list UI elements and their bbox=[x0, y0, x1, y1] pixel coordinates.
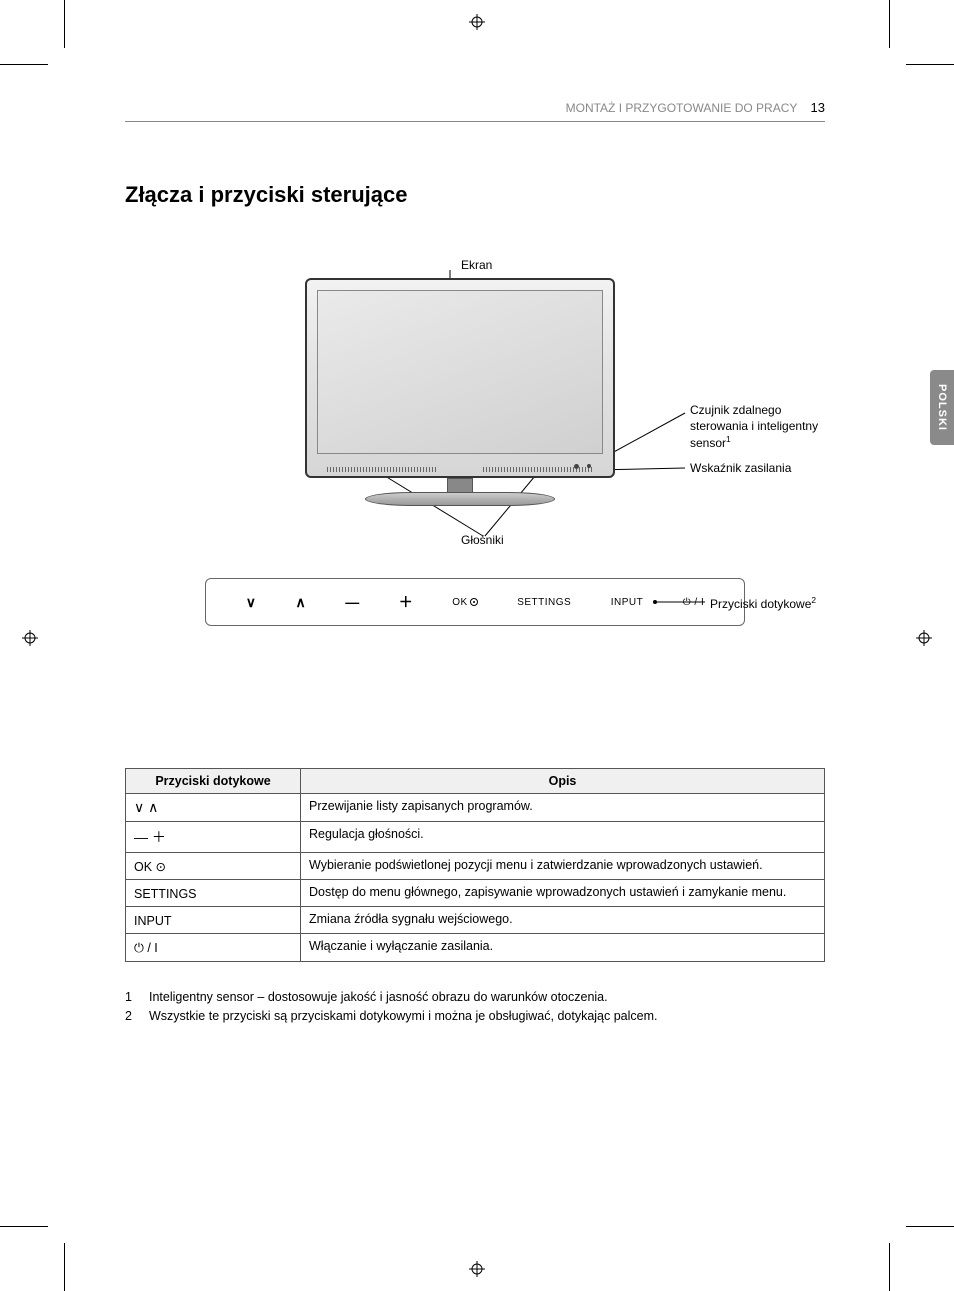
footnote: 1 Inteligentny sensor – dostosowuje jako… bbox=[125, 988, 825, 1007]
button-panel: ∨ ∧ — ＋ OK SETTINGS INPUT ⏻ / I bbox=[205, 578, 745, 626]
language-tab: POLSKI bbox=[930, 370, 954, 445]
btn-settings: SETTINGS bbox=[517, 597, 571, 608]
crop-mark bbox=[0, 64, 48, 65]
crop-mark bbox=[64, 1243, 65, 1291]
table-body: ∨ ∧ Przewijanie listy zapisanych program… bbox=[126, 794, 825, 962]
registration-mark bbox=[469, 1261, 485, 1277]
section-title: Złącza i przyciski sterujące bbox=[125, 182, 825, 208]
crop-mark bbox=[906, 1226, 954, 1227]
label-power-indicator: Wskaźnik zasilania bbox=[690, 461, 791, 477]
page-content: MONTAŻ I PRZYGOTOWANIE DO PRACY 13 Złącz… bbox=[125, 100, 825, 1026]
tv-sensor bbox=[574, 464, 579, 469]
table-row: OK ⊙ Wybieranie podświetlonej pozycji me… bbox=[126, 853, 825, 880]
footnotes: 1 Inteligentny sensor – dostosowuje jako… bbox=[125, 988, 825, 1026]
registration-mark bbox=[469, 14, 485, 30]
btn-down-icon: ∨ bbox=[246, 594, 256, 611]
label-speakers: Głośniki bbox=[461, 533, 504, 549]
touch-buttons-table: Przyciski dotykowe Opis ∨ ∧ Przewijanie … bbox=[125, 768, 825, 962]
label-touch-buttons: Przyciski dotykowe2 bbox=[710, 595, 816, 613]
table-row: SETTINGS Dostęp do menu głównego, zapisy… bbox=[126, 880, 825, 907]
crop-mark bbox=[0, 1226, 48, 1227]
crop-mark bbox=[906, 64, 954, 65]
table-header-col1: Przyciski dotykowe bbox=[126, 769, 301, 794]
table-header-col2: Opis bbox=[301, 769, 825, 794]
registration-mark bbox=[22, 630, 38, 646]
table-row: ∨ ∧ Przewijanie listy zapisanych program… bbox=[126, 794, 825, 822]
btn-minus-icon: — bbox=[345, 594, 359, 610]
tv-speaker-left bbox=[327, 467, 437, 472]
tv-screen bbox=[317, 290, 603, 454]
btn-input: INPUT bbox=[611, 597, 644, 608]
registration-mark bbox=[916, 630, 932, 646]
crop-mark bbox=[889, 0, 890, 48]
label-remote-sensor: Czujnik zdalnego sterowania i inteligent… bbox=[690, 403, 830, 452]
label-screen: Ekran bbox=[461, 258, 492, 274]
tv-diagram: Ekran Czujnik zdalnego sterowania i inte… bbox=[185, 258, 825, 648]
crop-mark bbox=[889, 1243, 890, 1291]
tv-power-led bbox=[587, 464, 591, 468]
page-number: 13 bbox=[811, 100, 825, 115]
table-row: INPUT Zmiana źródła sygnału wejściowego. bbox=[126, 907, 825, 934]
footnote: 2 Wszystkie te przyciski są przyciskami … bbox=[125, 1007, 825, 1026]
table-row: — ＋ Regulacja głośności. bbox=[126, 822, 825, 853]
running-header-text: MONTAŻ I PRZYGOTOWANIE DO PRACY bbox=[566, 101, 798, 115]
btn-ok: OK bbox=[452, 597, 477, 608]
ok-target-icon bbox=[470, 598, 478, 606]
btn-up-icon: ∧ bbox=[296, 594, 306, 611]
crop-mark bbox=[64, 0, 65, 48]
tv-body bbox=[305, 278, 615, 478]
btn-plus-icon: ＋ bbox=[399, 592, 413, 612]
btn-power: ⏻ / I bbox=[683, 597, 705, 608]
tv-stand-base bbox=[365, 492, 555, 506]
table-row: ⏻ / I Włączanie i wyłączanie zasilania. bbox=[126, 934, 825, 962]
running-header: MONTAŻ I PRZYGOTOWANIE DO PRACY 13 bbox=[125, 100, 825, 122]
